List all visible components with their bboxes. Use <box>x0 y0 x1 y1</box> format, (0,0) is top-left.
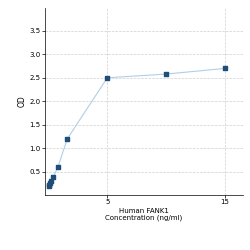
Point <box>164 72 168 76</box>
X-axis label: Human FANK1
Concentration (ng/ml): Human FANK1 Concentration (ng/ml) <box>105 208 182 222</box>
Point <box>46 184 50 188</box>
Point <box>47 183 51 187</box>
Point <box>105 76 109 80</box>
Point <box>49 179 53 183</box>
Point <box>56 165 60 169</box>
Point <box>48 181 52 185</box>
Point <box>223 66 227 70</box>
Point <box>51 175 55 179</box>
Point <box>65 137 69 141</box>
Y-axis label: OD: OD <box>18 95 27 107</box>
